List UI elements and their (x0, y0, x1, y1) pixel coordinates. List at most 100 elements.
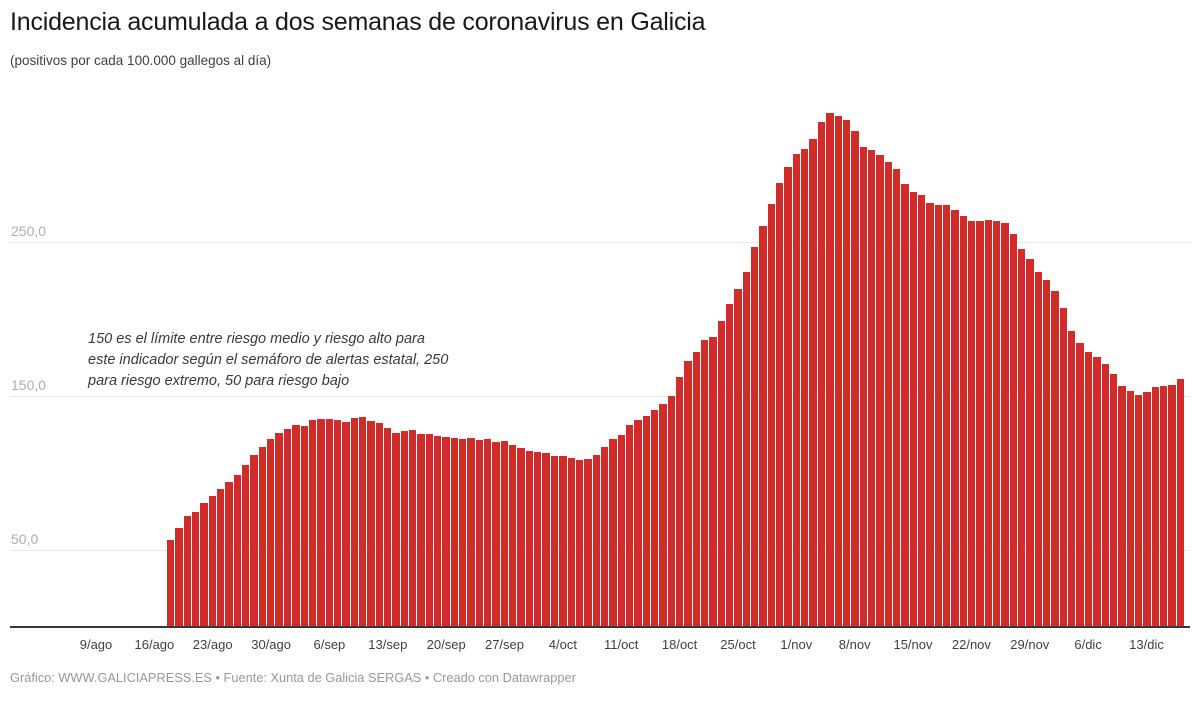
bar[interactable] (600, 446, 609, 626)
bar[interactable] (342, 422, 350, 626)
bar[interactable] (442, 437, 450, 626)
bar[interactable] (1109, 373, 1118, 626)
bar[interactable] (242, 465, 250, 626)
bar[interactable] (650, 410, 659, 626)
bar[interactable] (1076, 342, 1084, 626)
bar[interactable] (801, 148, 809, 626)
bar[interactable] (484, 439, 492, 626)
bar[interactable] (951, 210, 959, 626)
bar[interactable] (726, 304, 734, 626)
bar[interactable] (408, 430, 417, 626)
bar[interactable] (717, 321, 726, 626)
bar[interactable] (1009, 233, 1018, 626)
bar[interactable] (258, 446, 267, 626)
bar[interactable] (1176, 378, 1184, 626)
bar[interactable] (1059, 307, 1068, 626)
bar[interactable] (1101, 364, 1109, 626)
bar[interactable] (200, 503, 208, 626)
bar[interactable] (1151, 387, 1159, 626)
bar[interactable] (300, 426, 308, 626)
bar[interactable] (1168, 384, 1176, 626)
bar[interactable] (834, 115, 842, 626)
bar[interactable] (492, 442, 500, 626)
bar[interactable] (450, 438, 459, 626)
bar[interactable] (993, 220, 1001, 626)
bar[interactable] (542, 453, 550, 626)
bar[interactable] (842, 120, 851, 626)
bar[interactable] (709, 336, 717, 626)
bar[interactable] (333, 420, 342, 626)
bar[interactable] (400, 431, 408, 626)
bar[interactable] (283, 429, 292, 626)
bar[interactable] (767, 204, 776, 626)
bar[interactable] (217, 489, 225, 626)
bar[interactable] (692, 351, 700, 626)
bar[interactable] (417, 434, 425, 626)
bar[interactable] (575, 460, 584, 626)
bar[interactable] (659, 403, 667, 626)
bar[interactable] (1026, 259, 1034, 626)
bar[interactable] (617, 434, 625, 626)
bar[interactable] (876, 155, 884, 626)
bar[interactable] (308, 420, 317, 626)
bar[interactable] (559, 456, 567, 626)
bar[interactable] (675, 376, 684, 626)
bar[interactable] (917, 195, 926, 626)
bar[interactable] (525, 451, 534, 626)
bar[interactable] (809, 138, 817, 626)
bar[interactable] (500, 441, 509, 626)
bar[interactable] (592, 455, 600, 626)
bar[interactable] (959, 215, 967, 626)
bar[interactable] (742, 271, 751, 626)
bar[interactable] (701, 339, 709, 626)
bar[interactable] (968, 220, 976, 626)
bar[interactable] (759, 225, 767, 626)
bar[interactable] (934, 205, 942, 626)
bar[interactable] (776, 182, 784, 626)
bar[interactable] (1051, 291, 1059, 626)
bar[interactable] (1093, 356, 1101, 626)
bar[interactable] (1068, 330, 1076, 626)
bar[interactable] (667, 395, 675, 626)
bar[interactable] (367, 421, 375, 626)
bar[interactable] (1159, 386, 1168, 626)
bar[interactable] (233, 474, 242, 626)
bar[interactable] (1118, 386, 1126, 626)
bar[interactable] (584, 459, 592, 626)
bar[interactable] (358, 417, 367, 626)
bar[interactable] (392, 433, 400, 626)
bar[interactable] (625, 424, 634, 626)
bar[interactable] (884, 162, 892, 626)
bar[interactable] (751, 247, 759, 626)
bar[interactable] (425, 434, 433, 626)
bar[interactable] (325, 419, 333, 626)
bar[interactable] (634, 420, 642, 626)
bar[interactable] (892, 168, 901, 626)
bar[interactable] (684, 361, 692, 626)
bar[interactable] (509, 445, 517, 626)
bar[interactable] (167, 539, 175, 626)
bar[interactable] (517, 448, 525, 626)
bar[interactable] (734, 288, 742, 626)
bar[interactable] (434, 436, 442, 626)
bar[interactable] (859, 147, 867, 626)
bar[interactable] (192, 512, 200, 626)
bar[interactable] (642, 416, 650, 626)
bar[interactable] (926, 203, 934, 626)
bar[interactable] (1134, 394, 1143, 626)
bar[interactable] (1084, 351, 1093, 626)
bar[interactable] (867, 150, 876, 626)
bar[interactable] (550, 456, 559, 626)
bar[interactable] (792, 153, 801, 626)
bar[interactable] (467, 438, 475, 626)
bar[interactable] (1001, 222, 1009, 626)
bar[interactable] (250, 455, 258, 626)
bar[interactable] (275, 433, 283, 626)
bar[interactable] (1126, 390, 1134, 626)
bar[interactable] (317, 419, 325, 626)
bar[interactable] (942, 205, 951, 626)
bar[interactable] (851, 130, 859, 626)
bar[interactable] (984, 219, 993, 626)
bar[interactable] (292, 425, 300, 626)
bar[interactable] (784, 167, 792, 626)
